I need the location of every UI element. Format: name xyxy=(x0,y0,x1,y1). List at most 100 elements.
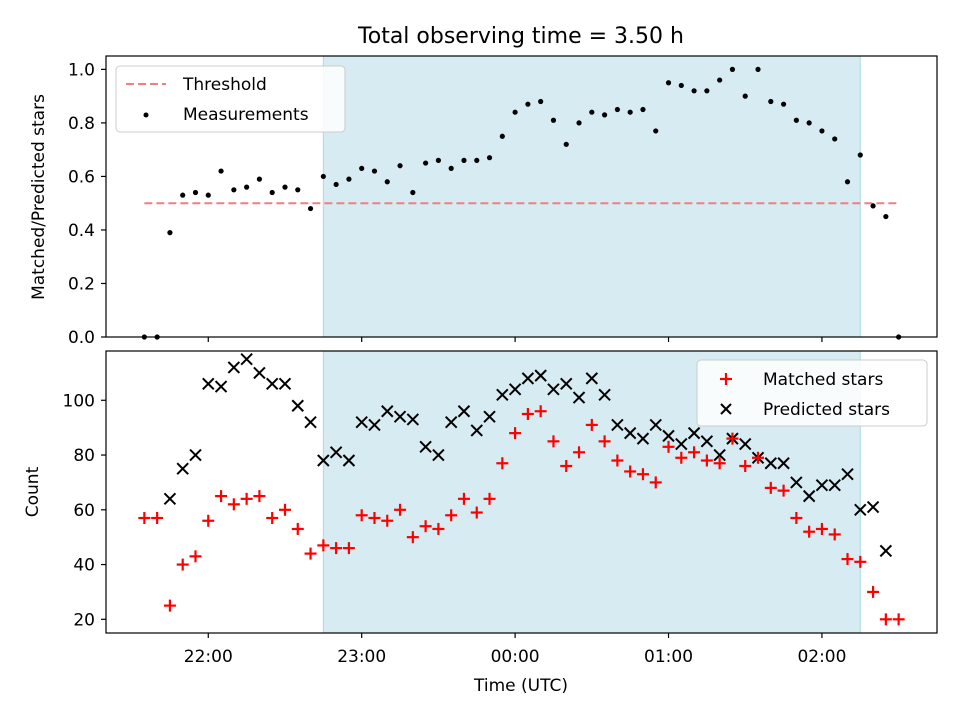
predicted-star-point xyxy=(508,383,522,396)
matched-star-point xyxy=(764,481,777,494)
matched-star-point xyxy=(713,457,726,470)
measurement-point xyxy=(538,98,544,105)
measurement-point xyxy=(602,112,608,118)
predicted-star-point xyxy=(381,405,394,418)
bottom-xtick-label: 01:00 xyxy=(644,647,693,667)
top-panel: 0.0 0.2 0.4 0.6 0.8 1.0 Matched/Predicted sta… xyxy=(29,55,938,348)
measurement-point xyxy=(870,203,876,209)
predicted-star-point xyxy=(419,440,432,454)
measurement-point xyxy=(627,109,633,115)
measurement-point xyxy=(474,157,480,163)
bottom-xtick-label: 02:00 xyxy=(797,647,846,667)
measurement-point xyxy=(883,213,889,220)
matched-star-point xyxy=(381,514,394,527)
bottom-ytick-label: 60 xyxy=(73,501,95,521)
measurement-point xyxy=(512,109,518,115)
measurement-point xyxy=(717,77,723,83)
predicted-star-point xyxy=(317,454,330,467)
measurement-point xyxy=(742,93,748,99)
predicted-star-point xyxy=(457,405,471,418)
matched-star-point xyxy=(215,490,228,503)
predicted-star-point xyxy=(739,437,752,451)
matched-star-point xyxy=(317,539,330,552)
matched-star-point xyxy=(560,459,573,472)
matched-star-point xyxy=(368,512,381,525)
matched-star-point xyxy=(521,407,534,420)
predicted-star-point xyxy=(202,377,215,391)
measurement-point xyxy=(180,192,186,198)
matched-star-point xyxy=(854,555,867,568)
predicted-star-point xyxy=(611,418,624,432)
bottom-ytick-label: 100 xyxy=(63,391,95,411)
matched-star-point xyxy=(841,553,854,566)
predicted-star-point xyxy=(854,503,867,517)
measurement-point xyxy=(269,189,275,196)
measurement-point xyxy=(435,157,441,163)
top-legend: Threshold Measurements xyxy=(115,65,346,133)
matched-star-point xyxy=(700,454,713,467)
bottom-ytick-label: 80 xyxy=(73,446,95,466)
predicted-star-point xyxy=(189,448,202,462)
predicted-star-point xyxy=(828,478,841,492)
measurement-point xyxy=(576,120,582,126)
predicted-star-point xyxy=(802,489,816,503)
measurement-point xyxy=(448,165,454,171)
top-ytick-label: 0.0 xyxy=(68,328,95,348)
predicted-star-point xyxy=(521,372,535,385)
bottom-xlabel: Time (UTC) xyxy=(473,676,568,696)
matched-star-point xyxy=(445,509,458,522)
measurement-point xyxy=(205,192,211,198)
matched-star-point xyxy=(419,520,432,533)
top-axes-frame xyxy=(105,55,938,338)
measurement-point xyxy=(640,106,646,113)
top-ytick-label: 0.8 xyxy=(68,114,95,134)
predicted-star-point xyxy=(368,418,381,432)
predicted-star-point xyxy=(585,372,599,385)
measurement-point xyxy=(653,128,659,134)
top-ytick-label: 0.2 xyxy=(68,274,95,294)
matched-star-point xyxy=(636,468,649,481)
measurement-point xyxy=(461,157,467,163)
legend-measurements-label: Measurements xyxy=(183,105,309,125)
matched-star-point xyxy=(726,432,739,445)
bottom-xtick-label: 23:00 xyxy=(337,647,386,667)
measurement-point xyxy=(793,117,799,123)
matched-star-point xyxy=(278,503,291,516)
matched-star-point xyxy=(240,492,253,505)
bottom-ytick-label: 20 xyxy=(73,610,95,630)
measurement-point xyxy=(691,88,697,94)
legend-threshold-label: Threshold xyxy=(182,75,267,95)
matched-star-point xyxy=(176,558,189,571)
predicted-star-point xyxy=(291,399,304,412)
matched-star-point xyxy=(509,427,522,440)
measurement-point xyxy=(346,176,352,182)
predicted-star-point xyxy=(815,478,829,492)
measurement-point xyxy=(410,189,416,196)
matched-star-point xyxy=(496,457,509,470)
predicted-star-point xyxy=(163,492,177,506)
measurement-point xyxy=(768,98,774,105)
matched-star-point xyxy=(675,451,688,464)
predicted-star-point xyxy=(879,544,893,558)
matched-star-point xyxy=(432,522,445,535)
measurement-point xyxy=(755,66,761,72)
matched-star-point xyxy=(662,440,675,453)
measurement-point xyxy=(819,128,825,134)
measurement-point xyxy=(614,106,620,113)
measurement-point xyxy=(486,155,493,161)
predicted-star-point xyxy=(790,476,803,489)
bottom-axes-frame xyxy=(105,350,938,634)
predicted-star-point xyxy=(304,415,317,429)
matched-star-point xyxy=(189,550,202,563)
matched-star-point xyxy=(266,512,279,525)
predicted-star-point xyxy=(649,418,662,432)
matched-star-point xyxy=(752,451,765,464)
matched-star-point xyxy=(739,459,752,472)
measurement-point xyxy=(359,165,365,171)
measurement-point xyxy=(525,101,531,107)
matched-star-point xyxy=(777,484,790,497)
predicted-star-point xyxy=(841,467,854,481)
measurement-point xyxy=(423,160,429,166)
measurement-point xyxy=(167,230,173,236)
